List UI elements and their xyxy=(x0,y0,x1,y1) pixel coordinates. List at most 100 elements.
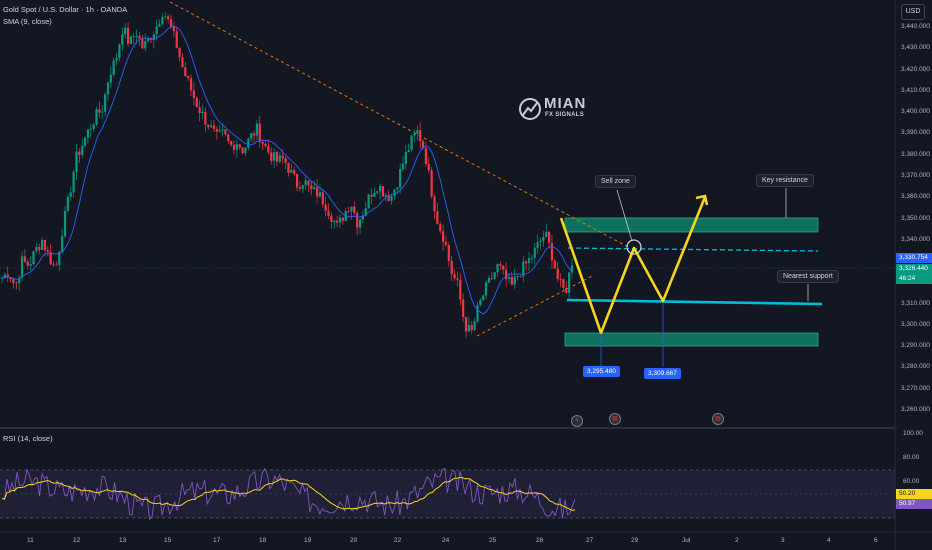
time-tick-label: Jul xyxy=(682,537,691,544)
price-tick-label: 3,360.000 xyxy=(901,193,930,201)
candle-down xyxy=(172,26,175,32)
candle-down xyxy=(52,264,55,266)
candle-up xyxy=(399,169,402,188)
candle-up xyxy=(112,60,115,75)
us-flag-event-icon[interactable]: ▤ xyxy=(609,413,621,425)
time-tick-label: 22 xyxy=(394,537,402,544)
candle-down xyxy=(556,268,559,280)
candle-down xyxy=(55,264,58,266)
candle-up xyxy=(218,130,221,132)
time-tick-label: 18 xyxy=(259,537,267,544)
rsi-label[interactable]: RSI (14, close) xyxy=(3,434,53,443)
candle-down xyxy=(9,277,12,280)
candle-up xyxy=(124,27,127,35)
candle-down xyxy=(169,19,173,27)
candle-down xyxy=(559,279,562,280)
candle-up xyxy=(376,191,379,193)
logo-subtitle: FX SIGNALS xyxy=(545,112,585,118)
sell-zone-level-line[interactable] xyxy=(567,247,819,252)
nearest-support-callout[interactable]: Nearest support xyxy=(777,270,839,283)
rsi-ma-line[interactable] xyxy=(1,476,576,511)
candle-down xyxy=(215,128,218,132)
candle-down xyxy=(459,280,462,300)
time-tick-label: 6 xyxy=(874,537,878,544)
candle-up xyxy=(72,171,75,193)
candle-up xyxy=(496,264,499,273)
candle-up xyxy=(18,277,21,284)
candle-up xyxy=(318,192,322,197)
candle-up xyxy=(484,282,488,296)
price-tick-label: 3,410.000 xyxy=(901,86,930,94)
candle-up xyxy=(570,265,574,273)
candle-down xyxy=(149,37,153,41)
candle-down xyxy=(98,109,101,113)
candle-down xyxy=(298,187,301,189)
time-tick-label: 29 xyxy=(631,537,639,544)
candle-up xyxy=(255,123,259,136)
time-tick-label: 4 xyxy=(827,537,831,544)
time-tick-label: 3 xyxy=(781,537,785,544)
candle-down xyxy=(192,90,196,98)
currency-button[interactable]: USD xyxy=(901,4,925,20)
candle-up xyxy=(487,278,491,283)
candle-down xyxy=(370,194,373,197)
nearest-support-line[interactable] xyxy=(566,298,823,306)
support-target-price-label[interactable]: 3,309.667 xyxy=(644,368,681,379)
rsi-ma-tag: 50.20 xyxy=(896,489,932,499)
candle-down xyxy=(184,67,187,77)
sma-value-tag: 3,326.440 xyxy=(896,264,932,274)
sma-indicator-label[interactable]: SMA (9, close) xyxy=(3,17,52,26)
candle-up xyxy=(121,34,124,45)
price-tick-label: 3,280.000 xyxy=(901,363,930,371)
descending-trendline[interactable] xyxy=(169,1,631,249)
projection-path[interactable] xyxy=(559,196,707,335)
candle-up xyxy=(250,133,253,139)
candle-up xyxy=(221,129,224,131)
candle-down xyxy=(264,143,267,147)
candle-down xyxy=(281,155,284,159)
symbol-title[interactable]: Gold Spot / U.S. Dollar · 1h · OANDA xyxy=(3,5,128,14)
candle-up xyxy=(367,194,370,209)
candle-up xyxy=(513,276,516,285)
candle-down xyxy=(175,31,178,48)
candle-down xyxy=(252,133,256,136)
candle-up xyxy=(313,187,316,190)
candle-down xyxy=(43,240,47,251)
candle-up xyxy=(536,242,539,248)
candle-up xyxy=(533,247,536,258)
sma-line[interactable] xyxy=(1,25,573,315)
low-target-price-label[interactable]: 3,295.480 xyxy=(583,366,620,377)
rsi-tick-label: 60.00 xyxy=(903,478,920,485)
candle-down xyxy=(230,141,233,145)
candle-down xyxy=(241,147,244,154)
candle-down xyxy=(381,186,385,197)
candle-up xyxy=(401,163,405,170)
candle-up xyxy=(101,111,104,113)
sell-zone-marker[interactable] xyxy=(626,239,642,255)
candle-down xyxy=(12,279,15,283)
candle-up xyxy=(522,261,525,277)
support-zone-box[interactable] xyxy=(564,332,819,347)
candle-down xyxy=(387,195,390,201)
sell-zone-callout[interactable]: Sell zone xyxy=(595,175,636,188)
candle-down xyxy=(46,250,49,252)
candle-down xyxy=(270,152,273,161)
us-flag-event-icon[interactable]: ▤ xyxy=(712,413,724,425)
candle-down xyxy=(141,38,144,49)
candle-up xyxy=(542,236,545,241)
candle-up xyxy=(304,180,307,186)
candle-down xyxy=(310,185,313,190)
candle-up xyxy=(407,149,410,153)
candle-up xyxy=(273,152,276,161)
key-resistance-callout[interactable]: Key resistance xyxy=(756,174,814,187)
candle-up xyxy=(301,185,304,189)
rsi-tick-label: 80.00 xyxy=(903,454,920,461)
candle-up xyxy=(20,256,24,278)
candle-up xyxy=(333,220,336,222)
event-icon[interactable]: ϟ xyxy=(571,415,583,427)
ascending-trendline[interactable] xyxy=(476,275,593,337)
candlestick-series[interactable] xyxy=(0,12,574,339)
candle-down xyxy=(284,158,287,163)
candle-up xyxy=(473,321,476,331)
